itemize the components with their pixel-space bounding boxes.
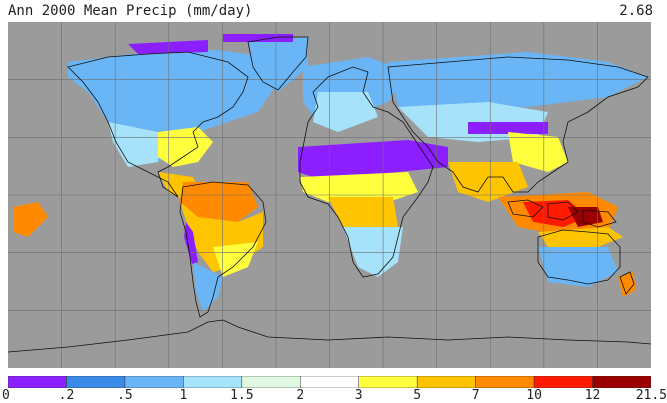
legend-swatch xyxy=(475,376,535,388)
precip-region-maritime-red xyxy=(523,200,588,227)
coast-new-zealand xyxy=(619,271,635,295)
legend-tick-label: 1 xyxy=(179,388,188,403)
precip-region-arctic-dry xyxy=(128,40,208,54)
legend-tick-label: .5 xyxy=(117,388,133,403)
legend-tick-label: 7 xyxy=(471,388,480,403)
coast-south-america xyxy=(179,181,267,318)
legend-tick-label: 12 xyxy=(584,388,601,403)
coast-north-america xyxy=(67,51,249,198)
precip-region-us-east-yellow xyxy=(158,127,213,167)
coast-greenland xyxy=(247,36,309,91)
global-mean-value: 2.68 xyxy=(619,3,653,19)
legend-tick-label: 1.5 xyxy=(230,388,254,403)
coastlines xyxy=(8,36,651,353)
precip-region-patagonia xyxy=(193,262,223,312)
legend-swatch xyxy=(533,376,593,388)
precip-region-maritime-darkred xyxy=(568,207,603,227)
precip-region-greenland xyxy=(248,37,308,92)
legend-tick-label: 10 xyxy=(526,388,542,403)
coast-europe-africa xyxy=(299,66,434,278)
legend-tick-label: 21.5 xyxy=(635,388,667,403)
legend-swatch xyxy=(8,376,67,388)
precip-region-us-west-lightblue xyxy=(108,122,158,167)
legend-tick-label: 2 xyxy=(296,388,305,403)
legend-swatch xyxy=(300,376,359,388)
precip-region-andes-dry xyxy=(184,222,198,264)
legend-swatch xyxy=(592,376,651,388)
legend-swatch xyxy=(183,376,243,388)
legend-swatch xyxy=(241,376,301,388)
coast-maritime xyxy=(507,199,617,228)
legend-tick-label: 3 xyxy=(354,388,363,403)
precip-region-australia-interior xyxy=(538,247,618,287)
precip-fields xyxy=(13,34,648,312)
legend-swatch xyxy=(124,376,184,388)
precip-region-australia-coast xyxy=(538,227,623,247)
legend-tick-label: 5 xyxy=(413,388,422,403)
precip-region-himalaya-dry xyxy=(468,122,548,134)
precip-region-africa-south xyxy=(343,227,403,277)
precip-region-sahara xyxy=(298,140,448,182)
precip-region-south-asia xyxy=(448,162,528,202)
coast-australia xyxy=(537,229,621,285)
coast-asia xyxy=(387,56,649,193)
coast-antarctica xyxy=(8,319,651,353)
precip-region-east-pacific xyxy=(13,202,48,237)
legend-swatch xyxy=(416,376,476,388)
legend-swatch xyxy=(66,376,126,388)
color-legend xyxy=(8,376,651,388)
legend-swatch xyxy=(358,376,418,388)
map-gridlines xyxy=(8,22,651,368)
precip-region-arctic-dry-2 xyxy=(223,34,293,42)
precip-region-amazon-orange xyxy=(180,182,258,222)
legend-tick-label: 0 xyxy=(2,388,10,403)
precip-region-siberia xyxy=(388,52,648,112)
precip-region-brazil-yellow xyxy=(213,242,258,277)
precip-region-new-zealand xyxy=(618,272,636,297)
legend-tick-label: .2 xyxy=(58,388,75,403)
precip-map xyxy=(8,22,651,368)
map-title: Ann 2000 Mean Precip (mm/day) xyxy=(8,3,253,19)
precip-region-east-asia xyxy=(508,132,568,172)
